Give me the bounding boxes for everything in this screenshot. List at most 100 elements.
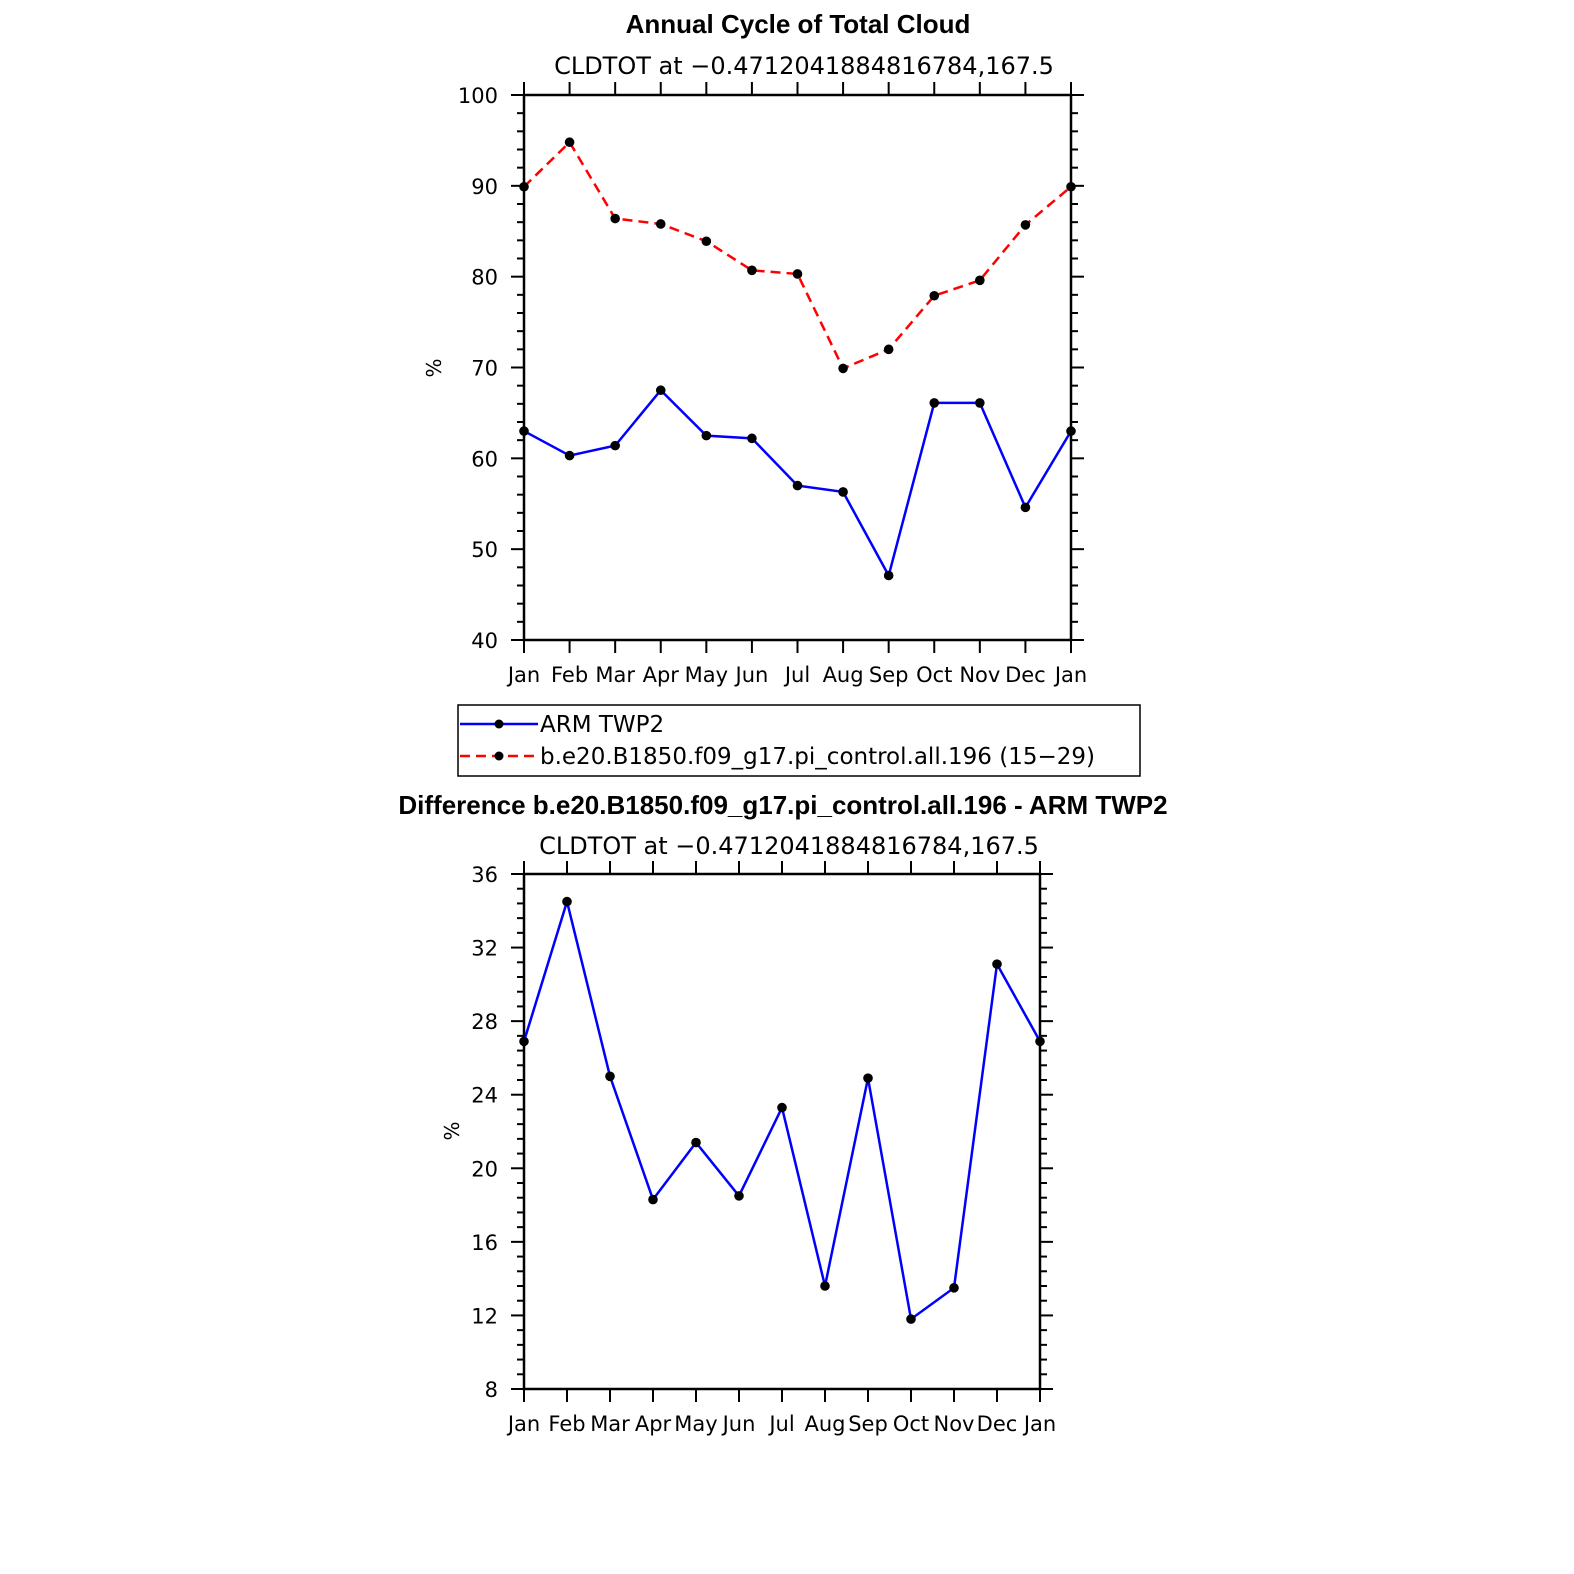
series-1-point — [655, 219, 666, 229]
x-tick-label: Jan — [506, 663, 540, 687]
series-1-point — [747, 265, 757, 276]
x-tick-label: Sep — [869, 663, 909, 687]
y-tick-label: 32 — [471, 937, 498, 961]
x-tick-label: Oct — [916, 663, 952, 687]
series-1-point — [610, 213, 620, 224]
x-tick-label: Jul — [767, 1412, 794, 1436]
x-tick-label: Sep — [848, 1412, 888, 1436]
y-tick-label: 28 — [471, 1010, 498, 1034]
x-tick-label: Nov — [934, 1412, 975, 1436]
x-tick-label: Mar — [590, 1412, 630, 1436]
legend-swatch-marker — [494, 719, 504, 729]
x-tick-label: Oct — [893, 1412, 929, 1436]
series-1-point — [564, 137, 575, 148]
series-0-point — [992, 959, 1002, 969]
x-tick-label: Nov — [959, 663, 1000, 687]
plot-frame — [522, 93, 1073, 642]
series-0-point — [734, 1191, 744, 1201]
series-1-point — [701, 236, 712, 247]
series-1-point — [1066, 181, 1076, 192]
legend-label: b.e20.B1850.f09_g17.pi_control.all.196 (… — [540, 744, 1095, 770]
series-0-point — [655, 385, 666, 396]
series-0-point — [605, 1071, 615, 1082]
y-tick-label: 90 — [471, 175, 498, 199]
x-tick-label: Jun — [734, 663, 769, 687]
series-0-point — [792, 480, 803, 491]
series-1-point — [519, 181, 529, 192]
series-1-point — [1020, 220, 1031, 230]
x-tick-label: Jan — [506, 1412, 540, 1436]
chart1-legend: ARM TWP2 b.e20.B1850.f09_g17.pi_control.… — [457, 704, 1141, 777]
x-tick-label: Dec — [977, 1412, 1018, 1436]
series-0-point — [1020, 502, 1031, 513]
series-0-point — [863, 1073, 873, 1083]
y-tick-label: 36 — [471, 863, 498, 887]
series-0-point — [820, 1281, 830, 1291]
legend-swatch-marker — [494, 751, 504, 761]
series-0-point — [564, 450, 575, 461]
x-tick-label: Apr — [635, 1412, 672, 1436]
y-tick-label: 100 — [458, 84, 498, 108]
y-tick-label: 20 — [471, 1157, 498, 1181]
x-tick-label: May — [674, 1412, 717, 1436]
x-tick-label: Feb — [551, 663, 588, 687]
x-tick-label: Jun — [721, 1412, 756, 1436]
chart1-plot-area: 40 50 60 70 80 90 100 Jan Feb Mar Apr May Jun Jul Aug S… — [458, 82, 1087, 687]
series-1-point — [975, 275, 985, 286]
y-tick-label: 12 — [471, 1304, 498, 1328]
x-tick-label: Dec — [1005, 663, 1046, 687]
legend-item-series-1: b.e20.B1850.f09_g17.pi_control.all.196 (… — [460, 744, 1095, 770]
y-tick-label: 8 — [485, 1378, 498, 1402]
x-tick-label: Aug — [823, 663, 864, 687]
y-tick-label: 16 — [471, 1231, 498, 1255]
series-0-point — [906, 1314, 916, 1324]
y-tick-label: 24 — [471, 1084, 498, 1108]
series-0-point — [838, 487, 848, 497]
chart2-title: Difference b.e20.B1850.f09_g17.pi_contro… — [398, 790, 1167, 820]
series-0-point — [929, 398, 940, 408]
series-0-point — [883, 570, 894, 581]
y-tick-label: 50 — [471, 538, 498, 562]
series-0-point — [949, 1283, 959, 1293]
chart1-subtitle: CLDTOT at −0.4712041884816784,167.5 — [554, 52, 1054, 80]
series-0-point — [1066, 426, 1076, 436]
series-1-line — [523, 140, 1072, 371]
series-0-point — [701, 430, 712, 441]
chart-difference: Difference b.e20.B1850.f09_g17.pi_contro… — [398, 790, 1167, 1436]
x-tick-label: Feb — [548, 1412, 585, 1436]
y-tick-label: 70 — [471, 357, 498, 381]
series-0-point — [975, 398, 985, 408]
chart2-plot-area: 8 12 16 20 24 28 32 36 Jan Feb Mar Apr May Jun Jul Aug S… — [471, 861, 1056, 1436]
series-0-point — [648, 1194, 658, 1205]
series-1-point — [883, 344, 894, 355]
x-tick-label: Mar — [595, 663, 635, 687]
x-tick-label: May — [685, 663, 728, 687]
legend-label: ARM TWP2 — [540, 712, 664, 738]
chart1-title: Annual Cycle of Total Cloud — [626, 9, 971, 39]
series-0-point — [1035, 1036, 1045, 1047]
series-0-point — [519, 426, 529, 436]
series-0-point — [747, 433, 757, 444]
series-1-point — [929, 290, 940, 301]
legend-item-series-0: ARM TWP2 — [460, 712, 664, 738]
series-0-point — [519, 1036, 529, 1047]
y-tick-label: 40 — [471, 629, 498, 653]
chart-annual-cycle: Annual Cycle of Total Cloud CLDTOT at −0… — [422, 9, 1141, 777]
series-0-point — [610, 440, 620, 451]
x-tick-label: Jan — [1022, 1412, 1056, 1436]
y-tick-label: 60 — [471, 447, 498, 471]
series-1-point — [792, 269, 803, 279]
y-tick-label: 80 — [471, 266, 498, 290]
x-tick-label: Jul — [783, 663, 810, 687]
x-tick-label: Aug — [804, 1412, 845, 1436]
series-0-point — [777, 1102, 787, 1113]
x-tick-label: Jan — [1053, 663, 1087, 687]
series-1-point — [838, 363, 848, 374]
chart2-y-axis-label: % — [440, 1121, 464, 1140]
series-0-point — [691, 1137, 701, 1148]
legend-box — [457, 704, 1141, 777]
plot-frame — [522, 872, 1042, 1391]
x-tick-label: Apr — [643, 663, 680, 687]
series-0-point — [562, 896, 572, 907]
